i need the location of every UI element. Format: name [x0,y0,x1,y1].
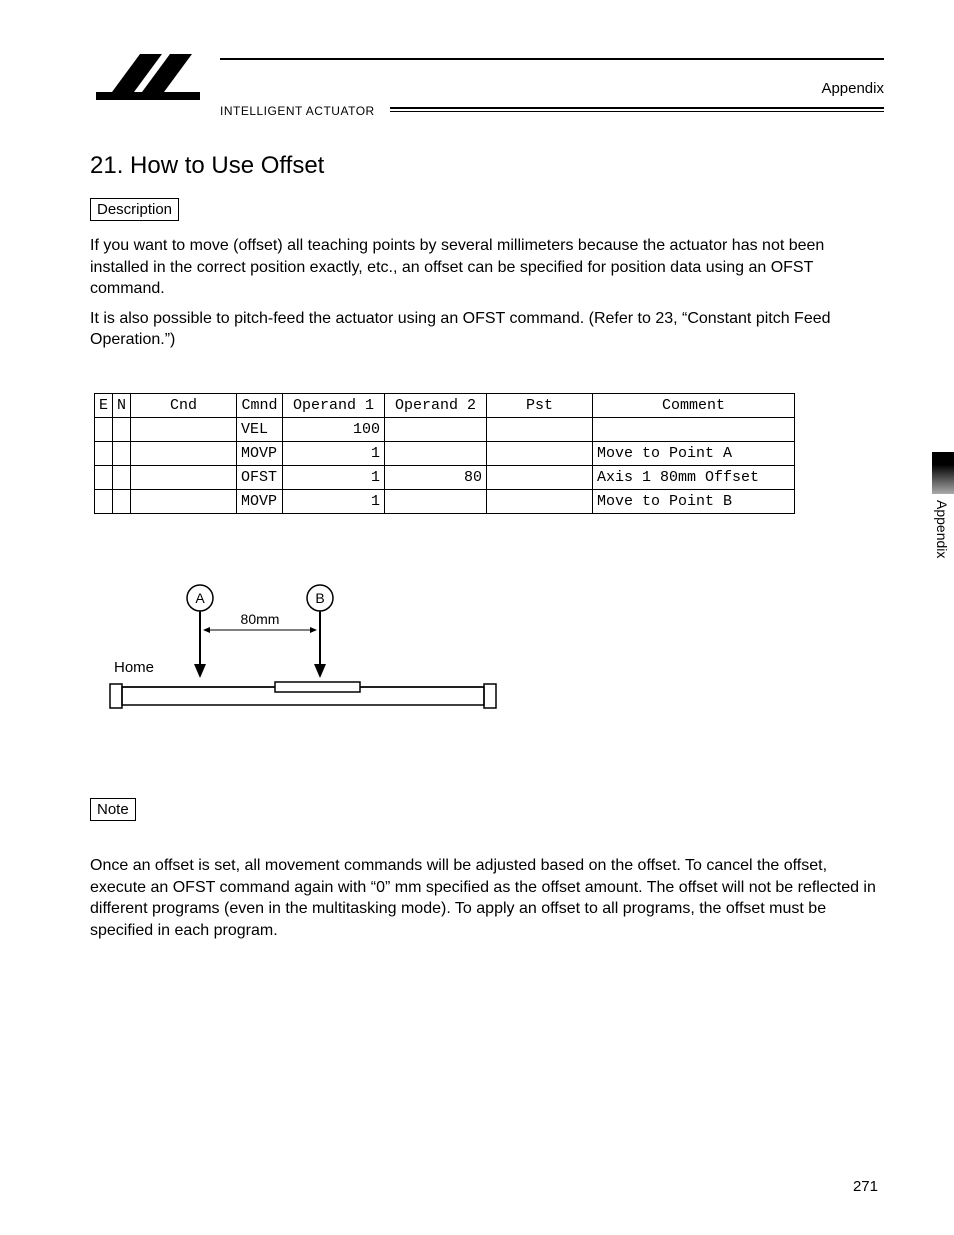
table-cell [385,441,487,465]
col-header-pst: Pst [487,393,593,417]
brand-text: INTELLIGENT ACTUATOR [220,104,375,118]
table-cell [95,441,113,465]
page-number: 271 [853,1178,878,1195]
description-paragraph-2: It is also possible to pitch-feed the ac… [90,308,884,351]
table-row: VEL100 [95,417,795,441]
table-cell: Axis 1 80mm Offset [593,465,795,489]
svg-text:A: A [195,590,205,606]
description-label: Description [90,198,179,221]
table-row: MOVP1 Move to Point A [95,441,795,465]
table-row: MOVP1 Move to Point B [95,489,795,513]
table-cell: MOVP [237,489,283,513]
col-header-op1: Operand 1 [283,393,385,417]
col-header-cnd: Cnd [131,393,237,417]
table-cell [113,465,131,489]
side-tab: Appendix [930,452,954,558]
table-cell [385,417,487,441]
table-cell: OFST [237,465,283,489]
table-cell: Move to Point B [593,489,795,513]
svg-text:Home: Home [114,659,154,676]
table-cell: 1 [283,465,385,489]
table-cell [593,417,795,441]
program-table: E N Cnd Cmnd Operand 1 Operand 2 Pst Com… [94,393,795,514]
svg-text:B: B [315,590,324,606]
side-tab-label: Appendix [934,500,950,558]
table-cell: 100 [283,417,385,441]
table-cell: 1 [283,489,385,513]
table-cell: 1 [283,441,385,465]
note-label: Note [90,798,136,821]
table-cell [95,465,113,489]
col-header-comment: Comment [593,393,795,417]
table-row: OFST180 Axis 1 80mm Offset [95,465,795,489]
table-cell: 80 [385,465,487,489]
table-cell [131,417,237,441]
col-header-op2: Operand 2 [385,393,487,417]
col-header-n: N [113,393,131,417]
table-cell [131,441,237,465]
side-tab-gradient [932,452,954,494]
table-cell [95,417,113,441]
svg-text:80mm: 80mm [241,611,280,627]
table-cell: Move to Point A [593,441,795,465]
col-header-e: E [95,393,113,417]
table-cell: MOVP [237,441,283,465]
page-header: INTELLIGENT ACTUATOR Appendix [90,58,884,118]
table-cell [487,465,593,489]
col-header-cmnd: Cmnd [237,393,283,417]
table-cell [487,489,593,513]
header-double-rule [390,107,884,112]
section-title: 21. How to Use Offset [90,152,884,180]
table-cell [385,489,487,513]
note-text: Once an offset is set, all movement comm… [90,855,884,941]
header-section-label: Appendix [821,80,884,97]
table-cell [131,489,237,513]
offset-diagram: A B 80mm Home [100,580,500,750]
table-cell: VEL [237,417,283,441]
table-cell [113,417,131,441]
table-cell [113,489,131,513]
table-cell [131,465,237,489]
brand-logo [90,48,210,109]
table-cell [487,417,593,441]
table-cell [487,441,593,465]
table-cell [113,441,131,465]
table-cell [95,489,113,513]
table-header-row: E N Cnd Cmnd Operand 1 Operand 2 Pst Com… [95,393,795,417]
header-rule [220,58,884,60]
description-paragraph-1: If you want to move (offset) all teachin… [90,235,884,300]
